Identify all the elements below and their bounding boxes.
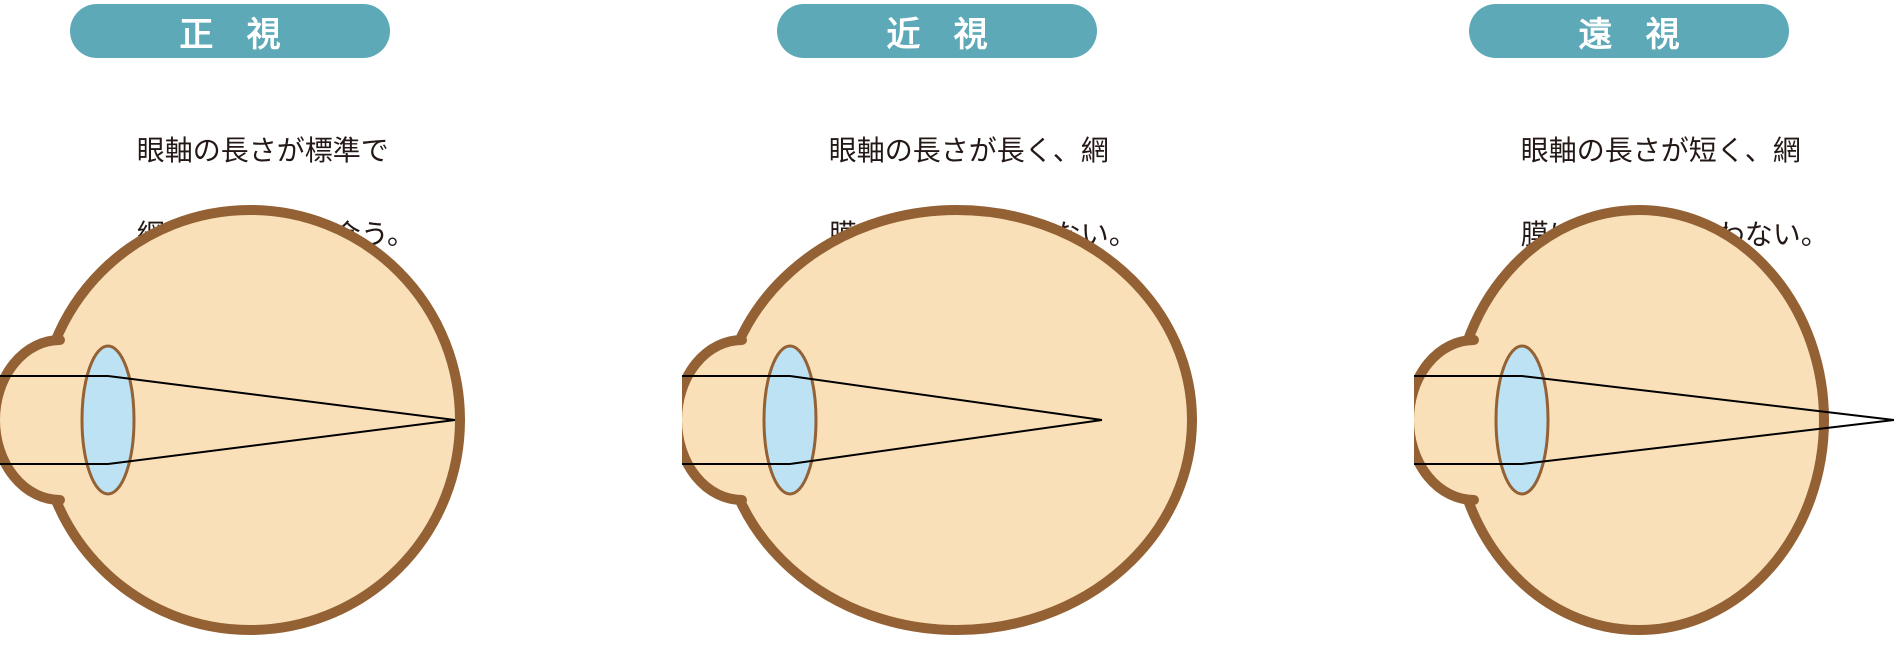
lens-hyperopia	[1496, 346, 1548, 494]
desc-hyperopia-line1: 眼軸の長さが短く、網	[1521, 135, 1801, 166]
eye-diagram-hyperopia	[1414, 200, 1904, 650]
badge-myopia-label: 近 視	[874, 7, 999, 56]
eye-diagram-myopia	[682, 200, 1202, 650]
eye-diagram-normal	[0, 200, 470, 650]
lens-normal	[82, 346, 134, 494]
badge-hyperopia: 遠 視	[1469, 4, 1789, 58]
desc-normal-line1: 眼軸の長さが標準で	[137, 135, 389, 166]
lens-myopia	[764, 346, 816, 494]
badge-myopia: 近 視	[777, 4, 1097, 58]
badge-hyperopia-label: 遠 視	[1566, 7, 1691, 56]
panel-myopia: 近 視 眼軸の長さが長く、網 膜にピントが合わない。	[682, 0, 1202, 650]
panel-hyperopia: 遠 視 眼軸の長さが短く、網 膜にピントが合わない。	[1414, 0, 1904, 650]
badge-normal: 正 視	[70, 4, 390, 58]
desc-myopia-line1: 眼軸の長さが長く、網	[829, 135, 1109, 166]
panel-normal: 正 視 眼軸の長さが標準で 網膜にピントが合う。	[0, 0, 470, 650]
diagram-row: 正 視 眼軸の長さが標準で 網膜にピントが合う。	[0, 0, 1904, 650]
badge-normal-label: 正 視	[167, 7, 292, 56]
